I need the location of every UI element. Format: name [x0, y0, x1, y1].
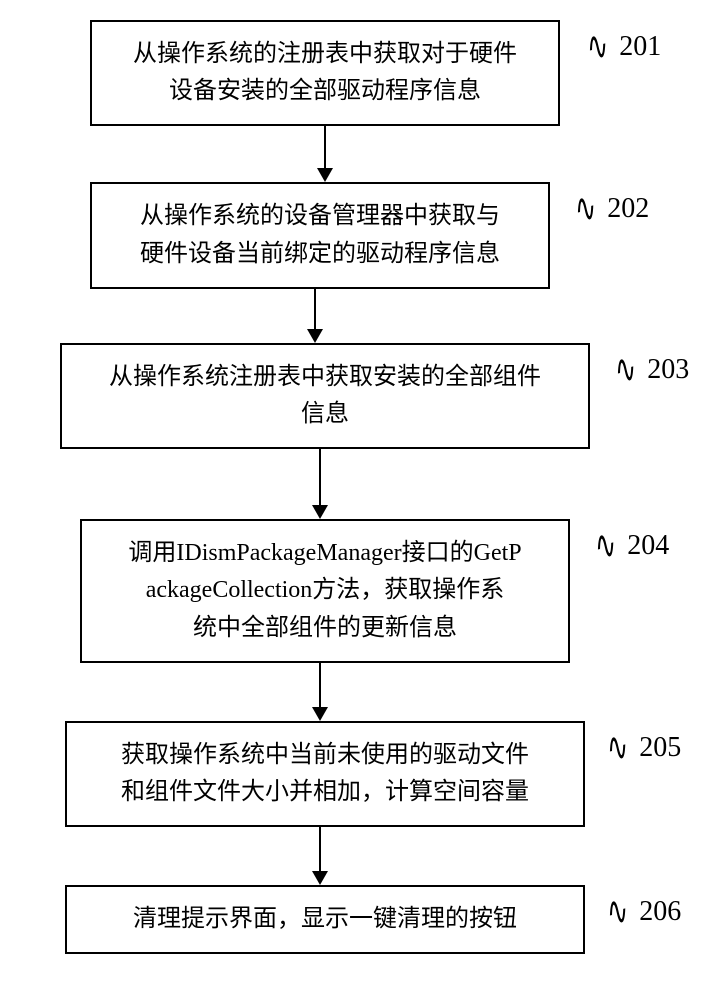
arrow-2	[307, 289, 323, 343]
step-box-6: 清理提示界面，显示一键清理的按钮	[65, 885, 585, 954]
arrow-head	[312, 707, 328, 721]
step-label-wrap-5: ∿ 205	[600, 727, 681, 769]
step-row-2: 从操作系统的设备管理器中获取与硬件设备当前绑定的驱动程序信息 ∿ 202	[20, 182, 708, 288]
step-number-6: 206	[639, 896, 681, 928]
arrow-line	[319, 663, 321, 707]
step-number-4: 204	[627, 530, 669, 562]
arrow-head	[312, 871, 328, 885]
arrow-head	[317, 168, 333, 182]
arrow-head	[312, 505, 328, 519]
step-label-wrap-4: ∿ 204	[588, 525, 669, 567]
arrow-5	[312, 827, 328, 885]
curve-connector-4: ∿	[593, 523, 617, 569]
flowchart-container: 从操作系统的注册表中获取对于硬件设备安装的全部驱动程序信息 ∿ 201 从操作系统的设…	[20, 20, 708, 954]
step-row-4: 调用IDismPackageManager接口的GetPackageCollec…	[20, 519, 708, 663]
arrow-line	[324, 126, 326, 168]
arrow-head	[307, 329, 323, 343]
arrow-1	[317, 126, 333, 182]
curve-connector-2: ∿	[573, 186, 597, 232]
step-row-3: 从操作系统注册表中获取安装的全部组件信息 ∿ 203	[20, 343, 708, 449]
step-box-3: 从操作系统注册表中获取安装的全部组件信息	[60, 343, 590, 449]
arrow-line	[319, 449, 321, 505]
step-row-5: 获取操作系统中当前未使用的驱动文件和组件文件大小并相加，计算空间容量 ∿ 205	[20, 721, 708, 827]
arrow-line	[319, 827, 321, 871]
step-row-1: 从操作系统的注册表中获取对于硬件设备安装的全部驱动程序信息 ∿ 201	[20, 20, 708, 126]
curve-connector-3: ∿	[613, 347, 637, 393]
step-number-1: 201	[619, 31, 661, 63]
step-label-wrap-2: ∿ 202	[568, 188, 649, 230]
step-number-3: 203	[647, 354, 689, 386]
step-row-6: 清理提示界面，显示一键清理的按钮 ∿ 206	[20, 885, 708, 954]
arrow-line	[314, 289, 316, 329]
step-number-5: 205	[639, 732, 681, 764]
step-label-wrap-6: ∿ 206	[600, 891, 681, 933]
step-box-5: 获取操作系统中当前未使用的驱动文件和组件文件大小并相加，计算空间容量	[65, 721, 585, 827]
step-number-2: 202	[607, 193, 649, 225]
arrow-3	[312, 449, 328, 519]
step-box-1: 从操作系统的注册表中获取对于硬件设备安装的全部驱动程序信息	[90, 20, 560, 126]
step-box-2: 从操作系统的设备管理器中获取与硬件设备当前绑定的驱动程序信息	[90, 182, 550, 288]
step-box-4: 调用IDismPackageManager接口的GetPackageCollec…	[80, 519, 570, 663]
curve-connector-6: ∿	[605, 889, 629, 935]
step-label-wrap-3: ∿ 203	[608, 349, 689, 391]
arrow-4	[312, 663, 328, 721]
step-label-wrap-1: ∿ 201	[580, 26, 661, 68]
curve-connector-5: ∿	[605, 724, 629, 770]
curve-connector-1: ∿	[585, 24, 609, 70]
